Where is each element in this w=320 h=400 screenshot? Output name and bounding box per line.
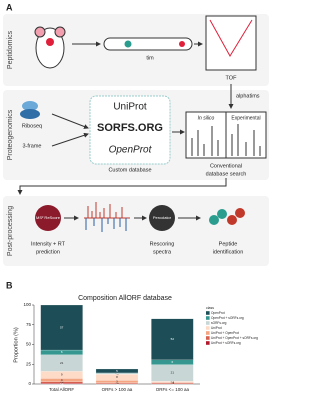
value-label: <3 <box>171 379 175 383</box>
tube <box>103 37 193 51</box>
value-label: 6 <box>61 350 63 354</box>
legend-swatch <box>206 331 210 335</box>
y-tick-label: 25 <box>26 361 32 366</box>
legend-swatch <box>206 321 210 325</box>
section-label: Proteogenomics <box>7 109 14 160</box>
value-label: <3 <box>115 372 119 376</box>
db-box <box>89 95 171 165</box>
value-label: 9 <box>61 373 63 377</box>
bar-segment <box>40 304 83 351</box>
y-axis-label: Proportion (%) <box>13 327 19 363</box>
legend-label: UniProt + OpenProt <box>211 331 239 335</box>
y-tick-label: 100 <box>23 302 31 307</box>
tof-box <box>205 15 257 71</box>
figure: A Peptidomics Proteogenomics Post-proces… <box>3 2 269 392</box>
legend-swatch <box>206 326 210 330</box>
value-label: 8 <box>116 375 118 379</box>
value-label: 5 <box>116 369 118 373</box>
legend-label: OpenProt + sORFs.org <box>211 316 244 320</box>
section-label: Post-processing <box>7 206 14 256</box>
label: Rescoring <box>150 241 175 247</box>
value-label: <3 <box>171 380 175 384</box>
value-label: 3 <box>116 379 118 383</box>
label: Custom database <box>108 167 151 173</box>
db-name: OpenProt <box>109 145 153 156</box>
ion <box>179 41 185 47</box>
legend-swatch <box>206 336 210 340</box>
y-tick-label: 50 <box>26 342 32 347</box>
x-tick-label: Total AllORF <box>49 387 74 392</box>
label: MS² ReScore <box>36 215 61 220</box>
label: spectra <box>153 249 172 255</box>
y-tick-label: 75 <box>26 322 32 327</box>
peptide-icon <box>209 208 245 225</box>
arrow <box>51 132 89 147</box>
legend-swatch <box>206 316 210 320</box>
label: Riboseq <box>22 123 42 129</box>
arrow <box>17 178 227 195</box>
mouse-icon <box>34 26 66 69</box>
value-label: 21 <box>60 361 64 365</box>
panel-label: B <box>6 280 13 290</box>
db-name: UniProt <box>113 102 147 113</box>
legend-swatch <box>206 341 210 345</box>
ion <box>124 40 132 48</box>
label: tim <box>146 55 154 61</box>
label: database search <box>206 171 247 177</box>
value-label: 52 <box>171 337 175 341</box>
spectrum-up <box>84 202 130 219</box>
spectrum-sticks <box>191 124 261 156</box>
legend-label: sORFs.org <box>211 321 227 325</box>
ms2rescore-icon <box>35 205 61 231</box>
bar-segment <box>151 318 194 361</box>
tof-path <box>209 19 253 57</box>
chart-title: Composition AllORF database <box>78 295 172 302</box>
legend-label: UniProt + OpenProt + sORFs.org <box>211 336 258 340</box>
label: identification <box>213 249 244 255</box>
arrow <box>51 113 89 129</box>
value-label: 57 <box>60 325 64 329</box>
value-label: 21 <box>171 371 175 375</box>
percolator-icon <box>149 205 175 231</box>
spectrum-down <box>85 218 127 232</box>
label: In silico <box>198 115 215 121</box>
label: Peptide <box>219 241 238 247</box>
label: 3-frame <box>23 143 42 149</box>
label: Percolator <box>153 215 172 220</box>
label: Intensity + RT <box>31 241 66 247</box>
y-tick-label: 0 <box>28 381 31 386</box>
value-label: 6 <box>171 360 173 364</box>
value-label: <3 <box>115 381 119 385</box>
value-label: <3 <box>60 380 64 384</box>
legend-swatch <box>206 311 210 315</box>
label: Conventional <box>210 163 242 169</box>
value-label: <3 <box>60 381 64 385</box>
panel-label: A <box>6 2 13 12</box>
x-tick-label: ORFs <= 100 aa <box>156 387 190 392</box>
value-label: <3 <box>171 381 175 385</box>
bar-segment <box>95 368 139 374</box>
label: Experimental <box>231 115 260 121</box>
x-tick-label: ORFs > 100 aa <box>102 387 133 392</box>
db-name: SORFS.ORG <box>97 122 163 134</box>
value-label: 4 <box>61 378 63 382</box>
legend-label: UniProt <box>211 326 222 330</box>
legend-title: class <box>206 306 214 310</box>
section-label: Peptidomics <box>7 30 14 69</box>
legend-label: OpenProt <box>211 311 225 315</box>
label: TOF <box>226 75 238 81</box>
label: prediction <box>36 249 60 255</box>
section-bg <box>3 196 269 266</box>
ribosome-icon <box>20 101 40 119</box>
legend-label: UniProt + sORFs.org <box>211 341 241 345</box>
label: alphatims <box>236 93 260 99</box>
